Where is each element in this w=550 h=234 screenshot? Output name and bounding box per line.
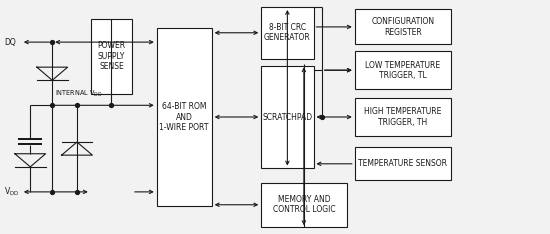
Text: SCRATCHPAD: SCRATCHPAD: [262, 113, 312, 121]
Bar: [355, 147, 451, 180]
Bar: [261, 7, 314, 58]
Bar: [157, 28, 212, 206]
Text: 64-BIT ROM
AND
1-WIRE PORT: 64-BIT ROM AND 1-WIRE PORT: [160, 102, 209, 132]
Text: LOW TEMPERATURE
TRIGGER, TL: LOW TEMPERATURE TRIGGER, TL: [365, 61, 441, 80]
Text: POWER
SUPPLY
SENSE: POWER SUPPLY SENSE: [97, 41, 125, 71]
Text: CONFIGURATION
REGISTER: CONFIGURATION REGISTER: [371, 17, 434, 37]
Bar: [261, 66, 314, 168]
Text: DQ: DQ: [4, 38, 16, 47]
Text: HIGH TEMPERATURE
TRIGGER, TH: HIGH TEMPERATURE TRIGGER, TH: [364, 107, 442, 127]
Bar: [355, 9, 451, 44]
Text: TEMPERATURE SENSOR: TEMPERATURE SENSOR: [359, 159, 447, 168]
Bar: [355, 98, 451, 136]
Bar: [91, 19, 132, 94]
Bar: [355, 51, 451, 89]
Text: INTERNAL V$_{\rm DD}$: INTERNAL V$_{\rm DD}$: [55, 89, 103, 99]
Text: MEMORY AND
CONTROL LOGIC: MEMORY AND CONTROL LOGIC: [273, 195, 335, 214]
Text: V$_{\rm DD}$: V$_{\rm DD}$: [4, 186, 20, 198]
Bar: [261, 183, 346, 227]
Text: 8-BIT CRC
GENERATOR: 8-BIT CRC GENERATOR: [264, 23, 311, 42]
